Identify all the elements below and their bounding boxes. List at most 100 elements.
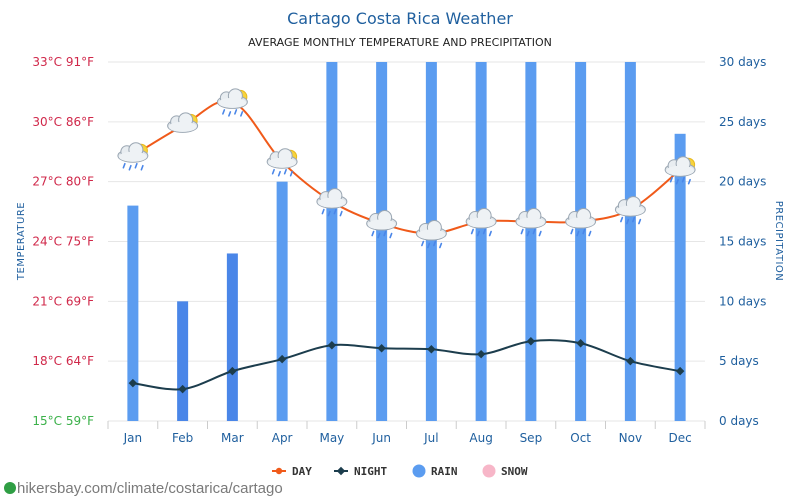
legend: DAY NIGHT RAIN SNOW xyxy=(272,464,528,478)
rain-drop xyxy=(538,230,542,237)
cloud-shape xyxy=(268,157,297,168)
rain-drop xyxy=(470,228,474,235)
night-point xyxy=(277,354,287,364)
cloud-sun-icon xyxy=(167,112,199,133)
precipitation-axis: 30 days 25 days 20 days 15 days 10 days 5 day… xyxy=(719,55,766,428)
night-point xyxy=(128,378,138,388)
y-left-axis-title: TEMPERATURE xyxy=(16,202,27,281)
globe-icon xyxy=(4,482,16,494)
rain-bar xyxy=(326,62,338,421)
rain-bar xyxy=(475,62,487,421)
legend-night-marker xyxy=(336,466,346,476)
cloud-rain-icon xyxy=(316,188,348,217)
precipitation-tick-label: 15 days xyxy=(719,235,766,249)
cloud-rain-icon xyxy=(366,210,398,239)
rain-drop xyxy=(427,242,431,249)
cloud-rain-icon xyxy=(465,208,497,237)
rain-drop xyxy=(327,210,331,217)
night-point xyxy=(228,366,237,376)
legend-day-marker xyxy=(275,467,283,475)
rain-bar xyxy=(226,253,238,421)
rain-drop xyxy=(632,216,636,223)
temperature-tick-label: 24°C 75°F xyxy=(32,235,94,249)
rain-drop xyxy=(289,170,293,177)
precipitation-tick-label: 20 days xyxy=(719,175,766,189)
night-temperature-series xyxy=(128,336,685,394)
cloud-shape xyxy=(616,205,645,216)
cloud-shape xyxy=(467,217,496,228)
rain-drop xyxy=(626,218,630,225)
rain-drop xyxy=(383,230,387,237)
cloud-rain-icon xyxy=(614,196,646,225)
rain-drop xyxy=(476,230,480,237)
cloud-sun-rain-icon xyxy=(664,156,696,185)
rain-bar xyxy=(177,301,189,421)
cloud-rain-icon xyxy=(415,220,447,249)
cloud-sun-rain-icon xyxy=(117,142,149,171)
source-url[interactable]: hikersbay.com/climate/costarica/cartago xyxy=(17,480,283,497)
rain-drop xyxy=(526,230,530,237)
month-tick-label: Jul xyxy=(423,431,438,445)
precipitation-tick-label: 0 days xyxy=(719,414,759,428)
legend-snow-label: SNOW xyxy=(501,465,528,478)
legend-rain-marker xyxy=(412,464,426,478)
legend-snow-marker xyxy=(482,464,496,478)
day-temperature-series xyxy=(132,99,681,235)
month-tick-label: Mar xyxy=(221,431,244,445)
rain-drop xyxy=(588,230,592,237)
temperature-tick-label: 33°C 91°F xyxy=(32,55,94,69)
rain-drop xyxy=(389,232,393,239)
rain-drop xyxy=(488,230,492,237)
rain-drop xyxy=(321,208,325,215)
temperature-tick-label: 27°C 80°F xyxy=(32,175,94,189)
precipitation-tick-label: 10 days xyxy=(719,294,766,308)
rain-drop xyxy=(638,218,642,225)
rain-bars xyxy=(127,62,686,422)
cloud-shape xyxy=(566,217,595,228)
cloud-shape xyxy=(317,197,346,208)
temperature-axis: 33°C 91°F 30°C 86°F 27°C 80°F 24°C 75°F 21°C… xyxy=(32,55,94,428)
precipitation-tick-label: 30 days xyxy=(719,55,766,69)
cloud-shape xyxy=(218,97,247,108)
month-tick-label: Jan xyxy=(123,431,143,445)
month-tick-label: Dec xyxy=(669,431,692,445)
cloud-shape xyxy=(168,121,197,132)
rain-bar xyxy=(624,62,636,421)
rain-drop xyxy=(240,111,244,117)
night-point xyxy=(377,343,386,353)
month-tick-label: Aug xyxy=(469,431,492,445)
rain-bar xyxy=(674,133,686,422)
rain-drop xyxy=(421,240,425,247)
rain-drop xyxy=(333,208,337,215)
legend-rain-label: RAIN xyxy=(431,465,458,478)
rain-drop xyxy=(433,240,437,247)
rain-drop xyxy=(681,176,685,183)
rain-drop xyxy=(234,109,238,115)
cloud-rain-icon xyxy=(515,208,547,237)
month-tick-label: May xyxy=(319,431,344,445)
rain-drop xyxy=(532,228,536,235)
cloud-shape xyxy=(118,151,147,162)
night-point xyxy=(576,338,585,348)
rain-drop xyxy=(283,168,287,175)
rain-drop xyxy=(582,228,586,235)
rain-drop xyxy=(222,109,226,115)
legend-night-label: NIGHT xyxy=(354,465,387,478)
rain-drop xyxy=(339,210,343,217)
month-tick-label: Oct xyxy=(570,431,591,445)
night-point xyxy=(526,336,536,346)
rain-bar xyxy=(425,62,437,421)
cloud-shape xyxy=(367,219,396,230)
rain-drop xyxy=(371,230,375,237)
cloud-rain-icon xyxy=(565,208,597,237)
rain-bar xyxy=(525,62,537,421)
cloud-shape xyxy=(516,217,545,228)
precipitation-tick-label: 5 days xyxy=(719,354,759,368)
source-footer: hikersbay.com/climate/costarica/cartago xyxy=(4,480,283,497)
rain-bar xyxy=(276,181,288,421)
rain-drop xyxy=(377,232,381,239)
rain-drop xyxy=(687,178,691,185)
rain-drop xyxy=(271,168,275,175)
y-right-axis-title: PRECIPITATION xyxy=(773,201,784,282)
